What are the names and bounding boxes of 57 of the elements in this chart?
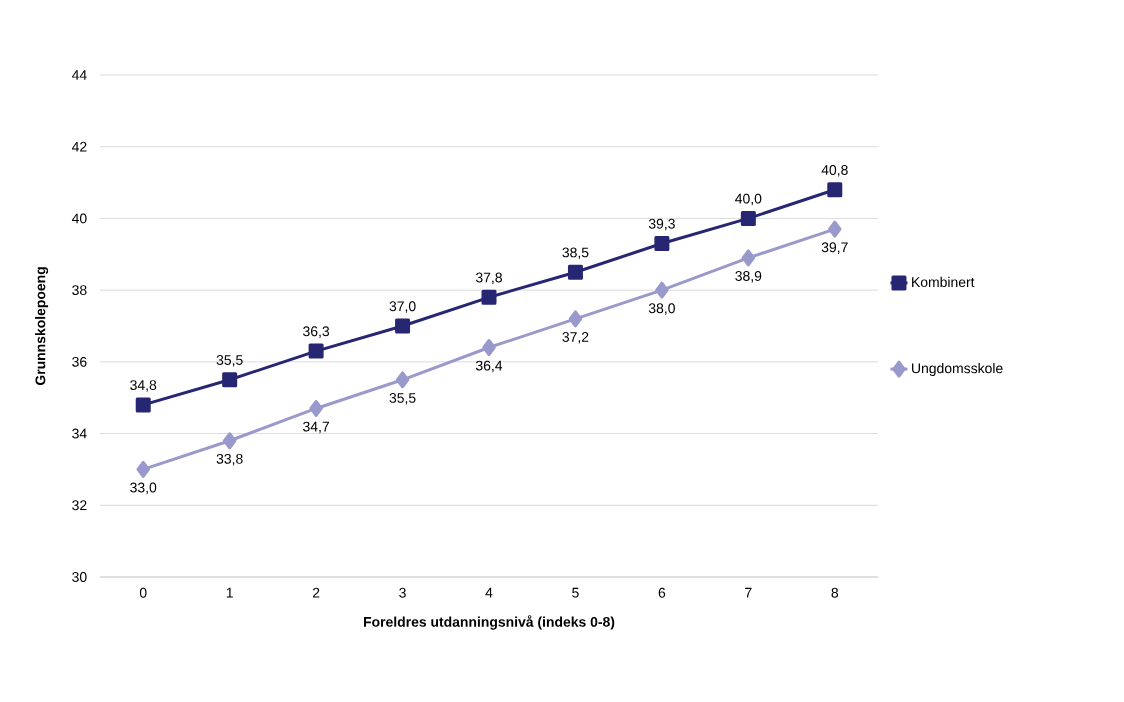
data-label: 35,5 (216, 355, 243, 367)
point (741, 249, 756, 267)
data-label: 35,5 (389, 392, 416, 405)
y-tick-label: 30 (72, 572, 87, 582)
point (222, 372, 238, 388)
point (568, 310, 583, 328)
data-label: 34,7 (303, 421, 329, 434)
x-tick-label: 6 (658, 587, 666, 598)
point (567, 264, 583, 280)
y-tick-label: 34 (72, 428, 87, 439)
data-label: 38,5 (562, 247, 589, 260)
x-tick-label: 3 (399, 587, 406, 598)
point (827, 182, 843, 198)
point (136, 460, 150, 478)
y-tick-label: 42 (71, 141, 87, 152)
data-label: 38,0 (648, 303, 675, 315)
x-tick-label: 8 (831, 587, 839, 598)
data-label: 36,3 (303, 326, 330, 338)
x-tick-label: 5 (572, 587, 579, 598)
point (308, 343, 324, 359)
y-tick-label: 38 (72, 285, 87, 296)
point (655, 281, 669, 299)
point (481, 289, 497, 305)
data-label: 36,4 (475, 360, 503, 373)
data-label: 38,9 (735, 271, 762, 283)
data-label: 39,7 (821, 242, 848, 254)
point (740, 210, 756, 226)
legend-label: Kombinert (912, 276, 975, 288)
x-tick-label: 0 (139, 587, 147, 598)
data-label: 33,0 (130, 482, 157, 495)
point (395, 318, 411, 334)
y-tick-label: 40 (71, 213, 87, 224)
point (828, 220, 842, 238)
y-tick-label: 44 (71, 70, 87, 80)
point (482, 339, 496, 357)
data-label: 33,8 (216, 453, 243, 466)
x-tick-label: 4 (485, 587, 493, 598)
legend-label: Ungdomsskole (912, 362, 1003, 376)
y-tick-label: 36 (72, 356, 87, 367)
data-label: 40,0 (735, 193, 762, 206)
data-label: 37,8 (475, 272, 502, 285)
data-label: 34,8 (130, 380, 157, 392)
data-label: 37,0 (389, 301, 416, 313)
data-label: 37,2 (562, 332, 589, 344)
data-label: 39,3 (648, 218, 675, 231)
x-tick-label: 1 (226, 587, 233, 598)
point (654, 236, 670, 252)
y-axis-title: Grunnskolepoeng (35, 267, 49, 386)
x-tick-label: 7 (745, 587, 752, 598)
point (309, 399, 323, 417)
x-tick-label: 2 (312, 587, 320, 598)
x-axis-title: Foreldres utdanningsnivå (indeks 0-8) (364, 615, 615, 630)
point (135, 397, 151, 413)
data-label: 40,8 (821, 165, 848, 177)
point (222, 432, 237, 450)
point (395, 371, 410, 389)
y-tick-label: 32 (72, 500, 87, 511)
